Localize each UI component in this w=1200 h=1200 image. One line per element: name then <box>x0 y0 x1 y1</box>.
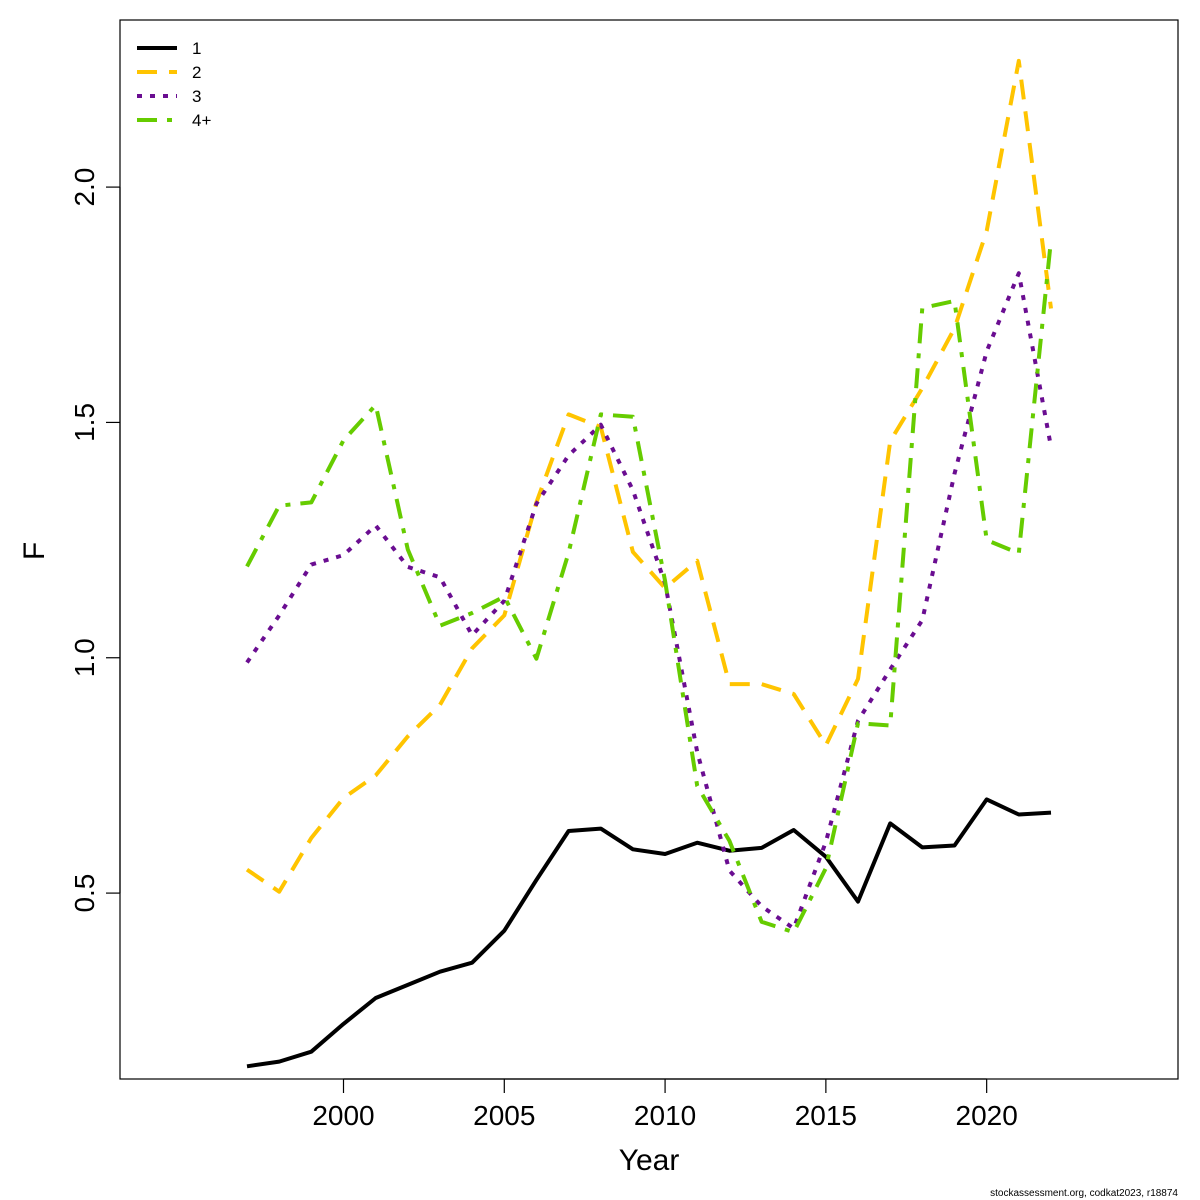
y-axis-title: F <box>18 542 51 560</box>
series-line-4 <box>245 239 1053 935</box>
x-tick-label: 2015 <box>795 1100 857 1131</box>
y-tick-label: 1.0 <box>69 638 100 677</box>
x-axis-title: Year <box>619 1144 680 1177</box>
series-line-1 <box>246 797 1052 1069</box>
credit-text: stockassessment.org, codkat2023, r18874 <box>990 1188 1178 1199</box>
legend-label: 4+ <box>192 111 211 130</box>
legend: 1 2 3 4+ <box>137 39 211 130</box>
legend-label: 3 <box>192 87 201 106</box>
x-tick-label: 2010 <box>634 1100 696 1131</box>
y-axis: 0.5 1.0 1.5 2.0 <box>69 168 121 913</box>
legend-label: 1 <box>192 39 201 58</box>
x-tick-label: 2000 <box>312 1100 374 1131</box>
y-tick-label: 2.0 <box>69 168 100 207</box>
y-tick-label: 1.5 <box>69 403 100 442</box>
series-layer <box>245 58 1053 1069</box>
legend-label: 2 <box>192 63 201 82</box>
x-tick-label: 2020 <box>956 1100 1018 1131</box>
x-tick-label: 2005 <box>473 1100 535 1131</box>
series-line-2 <box>245 58 1053 894</box>
y-tick-label: 0.5 <box>69 874 100 913</box>
x-axis: 2000 2005 2010 2015 2020 <box>312 1078 1018 1131</box>
